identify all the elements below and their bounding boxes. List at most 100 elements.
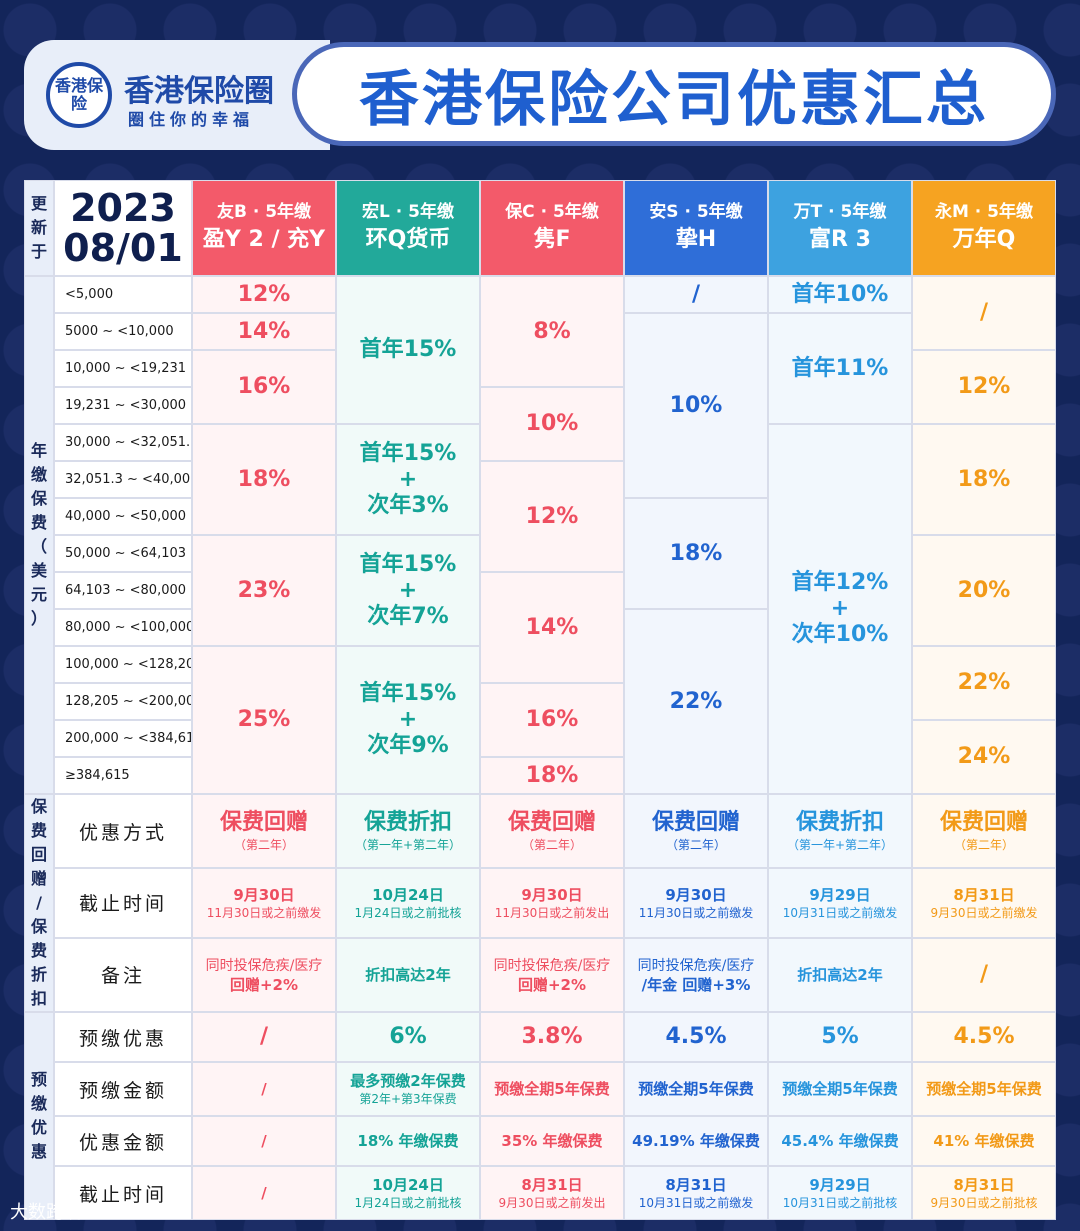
savings-cell: 35% 年缴保费 xyxy=(480,1116,624,1166)
rate-cell: 16% xyxy=(192,350,336,424)
rebate-section-label: 保费回赠/保费折扣 xyxy=(24,794,54,1012)
prepay-amount-cell: 预缴全期5年保费 xyxy=(480,1062,624,1116)
range-cell: 100,000 ~ <128,205 xyxy=(54,646,192,683)
rate-cell: 22% xyxy=(624,609,768,794)
update-date: 2023 08/01 xyxy=(54,180,192,276)
deadline-cell: 9月30日 11月30日或之前缴发 xyxy=(624,868,768,938)
range-cell: 200,000 ~ <384,615 xyxy=(54,720,192,757)
rate-cell: 14% xyxy=(480,572,624,683)
range-cell: 19,231 ~ <30,000 xyxy=(54,387,192,424)
mode-cell: 保费回赠 （第二年） xyxy=(192,794,336,869)
mode-cell: 保费回赠 （第二年） xyxy=(624,794,768,869)
rate-cell: 首年12% + 次年10% xyxy=(768,424,912,794)
savings-cell: 45.4% 年缴保费 xyxy=(768,1116,912,1166)
offers-table: 更新于 2023 08/01 友B · 5年缴 盈Y 2 / 充Y 宏L · 5年缴… xyxy=(24,180,1056,1220)
rate-cell: 12% xyxy=(912,350,1056,424)
prepay-discount-cell: 5% xyxy=(768,1012,912,1062)
product-header: 宏L · 5年缴 环Q货币 xyxy=(336,180,480,276)
deadline-cell: 9月30日 11月30日或之前发出 xyxy=(480,868,624,938)
logo-name: 香港保险圈 xyxy=(124,74,274,109)
prepay-deadline-cell: 9月29日 10月31日或之前批核 xyxy=(768,1166,912,1220)
deadline-cell: 10月24日 1月24日或之前批核 xyxy=(336,868,480,938)
rate-cell: 首年15% + 次年3% xyxy=(336,424,480,535)
product-header: 保C · 5年缴 隽F xyxy=(480,180,624,276)
prepay-amount-cell: / xyxy=(192,1062,336,1116)
prepay-amount-cell: 预缴全期5年保费 xyxy=(768,1062,912,1116)
savings-cell: 49.19% 年缴保费 xyxy=(624,1116,768,1166)
mode-cell: 保费折扣 （第一年+第二年） xyxy=(336,794,480,869)
rate-cell: 10% xyxy=(480,387,624,461)
note-cell: 同时投保危疾/医疗 回赠+2% xyxy=(480,937,624,1012)
rate-cell: 12% xyxy=(480,461,624,572)
rate-cell: 8% xyxy=(480,276,624,387)
rate-cell: 23% xyxy=(192,535,336,646)
prepay-amount-cell: 最多预缴2年保费 第2年+第3年保费 xyxy=(336,1062,480,1116)
rate-cell: 首年15% + 次年9% xyxy=(336,646,480,794)
prepay-discount-cell: 3.8% xyxy=(480,1012,624,1062)
prepay-amount-label: 预缴金额 xyxy=(54,1062,192,1116)
product-header: 友B · 5年缴 盈Y 2 / 充Y xyxy=(192,180,336,276)
prepay-discount-cell: 4.5% xyxy=(624,1012,768,1062)
rate-cell: 首年10% xyxy=(768,276,912,313)
mode-cell: 保费回赠 （第二年） xyxy=(912,794,1056,869)
mode-label: 优惠方式 xyxy=(54,794,192,869)
rate-cell: 18% xyxy=(480,757,624,794)
logo-badge: 香港保险 xyxy=(46,62,112,128)
prepay-deadline-cell: 8月31日 10月31日或之前缴发 xyxy=(624,1166,768,1220)
page-title: 香港保险公司优惠汇总 xyxy=(359,64,989,135)
rate-cell: 20% xyxy=(912,535,1056,646)
rate-cell: 12% xyxy=(192,276,336,313)
rate-cell: 22% xyxy=(912,646,1056,720)
prepay-discount-cell: 4.5% xyxy=(912,1012,1056,1062)
range-cell: 40,000 ~ <50,000 xyxy=(54,498,192,535)
savings-cell: 41% 年缴保费 xyxy=(912,1116,1056,1166)
prepay-section-label: 预缴优惠 xyxy=(24,1012,54,1220)
savings-label: 优惠金额 xyxy=(54,1116,192,1166)
mode-cell: 保费回赠 （第二年） xyxy=(480,794,624,869)
mode-cell: 保费折扣 （第一年+第二年） xyxy=(768,794,912,869)
logo-slogan: 圈住你的幸福 xyxy=(128,110,255,129)
deadline-cell: 8月31日 9月30日或之前缴发 xyxy=(912,868,1056,938)
deadline-label: 截止时间 xyxy=(54,868,192,938)
rate-cell: 14% xyxy=(192,313,336,350)
rate-cell: 18% xyxy=(624,498,768,609)
note-cell: / xyxy=(912,937,1056,1012)
note-cell: 折扣高达2年 xyxy=(336,937,480,1012)
prepay-discount-cell: 6% xyxy=(336,1012,480,1062)
rate-cell: 首年11% xyxy=(768,313,912,424)
savings-cell: / xyxy=(192,1116,336,1166)
rate-cell: 24% xyxy=(912,720,1056,794)
note-cell: 同时投保危疾/医疗/年金 回赠+3% xyxy=(624,937,768,1012)
range-cell: 80,000 ~ <100,000 xyxy=(54,609,192,646)
deadline-cell: 9月30日 11月30日或之前缴发 xyxy=(192,868,336,938)
range-cell: 50,000 ~ <64,103 xyxy=(54,535,192,572)
savings-cell: 18% 年缴保费 xyxy=(336,1116,480,1166)
range-cell: 64,103 ~ <80,000 xyxy=(54,572,192,609)
prepay-deadline-label: 截止时间 xyxy=(54,1166,192,1220)
prepay-deadline-cell: 10月24日 1月24日或之前批核 xyxy=(336,1166,480,1220)
rate-cell: 18% xyxy=(192,424,336,535)
prepay-deadline-cell: 8月31日 9月30日或之前发出 xyxy=(480,1166,624,1220)
title-banner: 香港保险公司优惠汇总 xyxy=(292,42,1056,146)
prepay-deadline-cell: 8月31日 9月30日或之前批核 xyxy=(912,1166,1056,1220)
note-cell: 同时投保危疾/医疗 回赠+2% xyxy=(192,937,336,1012)
prepay-amount-cell: 预缴全期5年保费 xyxy=(624,1062,768,1116)
rate-cell: / xyxy=(624,276,768,313)
product-header: 万T · 5年缴 富R 3 xyxy=(768,180,912,276)
note-label: 备注 xyxy=(54,937,192,1012)
rate-cell: / xyxy=(912,276,1056,350)
range-cell: ≥384,615 xyxy=(54,757,192,794)
prepay-deadline-cell: / xyxy=(192,1166,336,1220)
rate-cell: 18% xyxy=(912,424,1056,535)
footer-watermark: 大数跨境 xyxy=(10,1202,82,1223)
range-cell: 30,000 ~ <32,051.3 xyxy=(54,424,192,461)
rate-cell: 10% xyxy=(624,313,768,498)
range-cell: 10,000 ~ <19,231 xyxy=(54,350,192,387)
updated-label: 更新于 xyxy=(24,180,54,276)
prepay-amount-cell: 预缴全期5年保费 xyxy=(912,1062,1056,1116)
product-header: 安S · 5年缴 挚H xyxy=(624,180,768,276)
range-cell: 128,205 ~ <200,000 xyxy=(54,683,192,720)
prepay-discount-label: 预缴优惠 xyxy=(54,1012,192,1062)
range-cell: 5000 ~ <10,000 xyxy=(54,313,192,350)
range-cell: 32,051.3 ~ <40,000 xyxy=(54,461,192,498)
